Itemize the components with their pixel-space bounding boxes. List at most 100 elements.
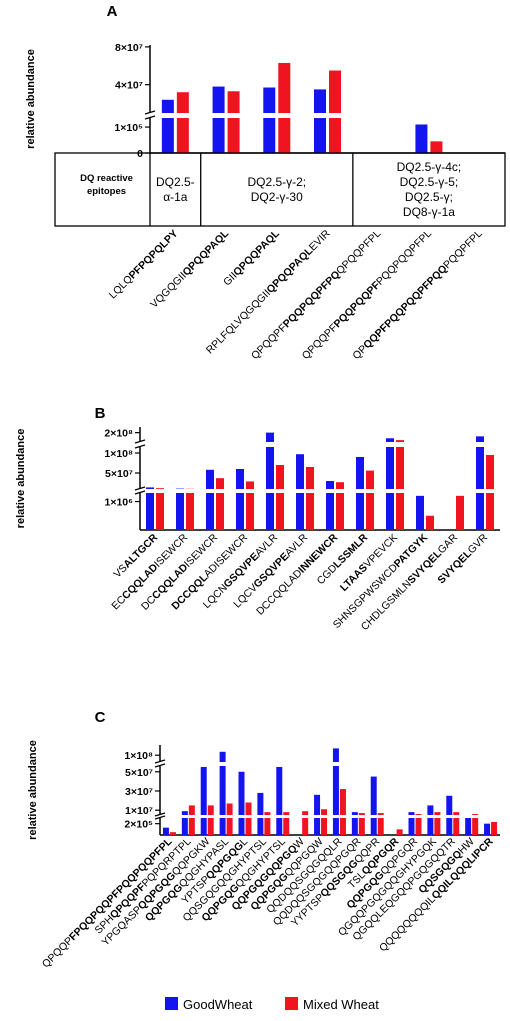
label-part: GVR (466, 531, 491, 556)
bar (207, 818, 214, 835)
bar (276, 766, 283, 815)
bar (456, 495, 464, 530)
bar (227, 118, 240, 153)
bar (245, 802, 252, 815)
y-tick-label: 1×10⁵ (114, 122, 143, 134)
bar (370, 818, 377, 835)
y-tick-label: 5×10⁷ (125, 767, 153, 779)
bar (321, 818, 328, 835)
bar (181, 818, 188, 835)
bar (283, 818, 290, 835)
bar (326, 481, 334, 489)
y-tick-label: 1×10⁷ (125, 805, 153, 817)
bar (476, 436, 484, 442)
panel-label: A (107, 3, 118, 20)
epitope: DQ2-γ-30 (251, 190, 303, 204)
bar (276, 465, 284, 489)
bar (329, 118, 341, 153)
bar (396, 829, 403, 835)
bar (246, 493, 254, 530)
bar (186, 493, 194, 530)
bar (396, 493, 404, 530)
bar (176, 493, 184, 530)
bar (446, 795, 453, 815)
bar (276, 493, 284, 530)
axis-break (154, 763, 166, 768)
bar (257, 792, 264, 815)
label-part: PQQPFPL (441, 228, 485, 272)
bar (416, 495, 424, 530)
bar (415, 814, 422, 815)
bar (264, 812, 271, 815)
bar (216, 478, 224, 489)
axis-break (144, 110, 156, 115)
bar (302, 811, 309, 815)
bar (339, 789, 346, 815)
bar (314, 794, 321, 815)
bar (296, 493, 304, 530)
bar (377, 818, 384, 835)
bar (200, 766, 207, 815)
legend-label: GoodWheat (183, 997, 253, 1012)
epitope: α-1a (163, 190, 188, 204)
bar (162, 827, 169, 835)
bar (146, 487, 154, 489)
bar (161, 99, 174, 113)
bar (386, 447, 394, 489)
epitope: DQ2.5-γ-2; (247, 175, 306, 189)
bar (356, 457, 364, 489)
bar (453, 818, 460, 835)
y-tick-label: 4×10⁷ (115, 80, 143, 92)
bar (238, 771, 245, 815)
bar (236, 469, 244, 489)
bar (206, 493, 214, 530)
bar (377, 813, 384, 815)
y-tick-label: 1×10⁸ (104, 448, 133, 460)
bar (264, 818, 271, 835)
bar (408, 812, 415, 815)
legend-label: Mixed Wheat (303, 997, 379, 1012)
bar (314, 89, 326, 113)
bar (226, 803, 233, 815)
bar (434, 812, 441, 815)
y-tick-label: 3×10⁷ (125, 786, 153, 798)
axis-break (134, 444, 146, 449)
bar (200, 818, 207, 835)
epitope: DQ8-γ-1a (403, 205, 455, 219)
bar (491, 821, 498, 835)
label-part: VQGQGII (148, 270, 189, 311)
bar (306, 467, 314, 489)
bar (486, 493, 494, 530)
label-part: AVLR (283, 531, 311, 559)
y-axis-label: relative abundance (25, 49, 37, 149)
bar (351, 818, 358, 835)
label-part: QPQQPFPL (334, 228, 383, 277)
axis-break (154, 815, 166, 820)
label-part: QPQQPF (300, 322, 340, 362)
bar (465, 818, 472, 835)
axis-break (134, 490, 146, 495)
y-tick-label: 8×10⁷ (115, 42, 143, 54)
bar (427, 805, 434, 815)
bar (181, 811, 188, 815)
bar (426, 515, 434, 530)
bar (283, 812, 290, 815)
bar (246, 481, 254, 489)
panel-label: C (95, 709, 106, 726)
bar (188, 818, 195, 835)
bar (169, 832, 176, 835)
bar (434, 818, 441, 835)
bar (263, 118, 276, 153)
bar (386, 438, 394, 442)
bar (219, 751, 226, 762)
bar (296, 454, 304, 489)
bar (366, 493, 374, 530)
bar (302, 818, 309, 835)
bar (472, 814, 479, 815)
bar (476, 493, 484, 530)
y-axis-label: relative abundance (27, 740, 39, 840)
label-part: PQQPQQPF (331, 279, 382, 330)
bar (278, 62, 291, 113)
bar (219, 818, 226, 835)
bar (396, 447, 404, 489)
